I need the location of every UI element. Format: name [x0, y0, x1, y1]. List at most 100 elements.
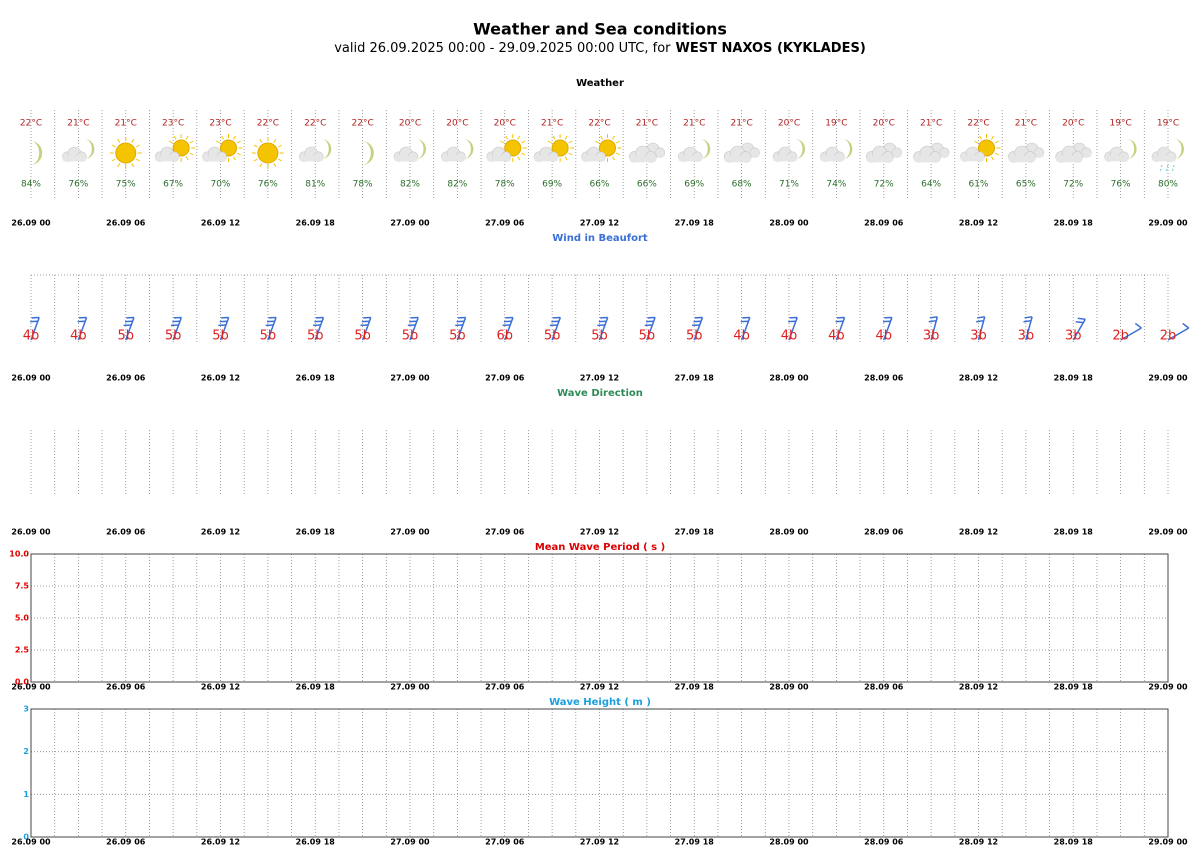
wind-barb [976, 316, 986, 341]
x-tick-label: 29.09 00 [1148, 683, 1188, 692]
barb-feather [976, 319, 984, 323]
humidity-label: 78% [353, 180, 373, 190]
x-tick-label: 28.09 18 [1054, 219, 1094, 228]
wind-barb [360, 316, 372, 341]
sun-ray [521, 152, 526, 156]
wind-label: 5b [686, 329, 703, 344]
barb-feather [1134, 322, 1142, 329]
temperature-label: 20°C [446, 119, 468, 129]
wind-label: 5b [591, 329, 608, 344]
cloud-base [202, 155, 227, 162]
x-tick-label: 27.09 00 [390, 528, 430, 537]
barb-feather [1023, 319, 1032, 323]
wind-barb [644, 316, 656, 341]
temperature-label: 21°C [67, 119, 89, 129]
weather-icon [960, 134, 1001, 162]
x-tick-label: 28.09 06 [864, 838, 904, 847]
sun-ray [189, 140, 194, 144]
barb-staff [504, 317, 514, 341]
barb-feather [977, 316, 985, 319]
weather-icon [202, 134, 243, 162]
moon [700, 139, 711, 159]
x-tick-label: 27.09 18 [675, 528, 715, 537]
y-tick-label: 0 [23, 833, 29, 842]
x-tick-label: 26.09 06 [106, 374, 146, 383]
temperature-label: 22°C [257, 119, 279, 129]
temperature-label: 22°C [304, 119, 326, 129]
wind-label: 5b [354, 329, 371, 344]
wind-label: 4b [70, 329, 87, 344]
humidity-label: 82% [447, 180, 467, 190]
page-title: Weather and Sea conditions [473, 20, 727, 39]
cloud-base [1008, 155, 1036, 163]
temperature-label: 23°C [162, 119, 184, 129]
cloud-base [913, 155, 941, 163]
temperature-label: 21°C [920, 119, 942, 129]
moon [842, 139, 853, 159]
barb-staff [456, 317, 467, 341]
cloud-base [724, 155, 752, 163]
sun-ray [615, 140, 620, 144]
barb-staff [409, 317, 419, 341]
barb-feather [1075, 321, 1084, 324]
temperature-label: 19°C [1157, 119, 1179, 129]
wind-barb [123, 316, 135, 341]
weather-icon [441, 139, 474, 162]
humidity-label: 69% [542, 180, 562, 190]
weather-icon [62, 139, 95, 162]
sun-ray [259, 138, 263, 143]
cloud-base [629, 155, 657, 163]
wind-label: 2b [1160, 329, 1177, 344]
x-tick-label: 28.09 00 [769, 219, 809, 228]
sun-ray [135, 144, 140, 148]
weather-icon [865, 142, 903, 163]
y-tick-label: 7.5 [15, 582, 30, 591]
wind-label: 5b [402, 329, 419, 344]
sun-ray [189, 152, 194, 156]
panel-title: Wave Direction [557, 388, 643, 399]
wind-barb [740, 316, 751, 341]
humidity-label: 76% [68, 180, 88, 190]
humidity-label: 74% [826, 180, 846, 190]
sun-ray [547, 140, 552, 144]
sun-ray [216, 140, 221, 144]
temperature-label: 20°C [399, 119, 421, 129]
x-tick-label: 28.09 12 [959, 838, 998, 847]
wind-label: 5b [117, 329, 134, 344]
x-tick-label: 27.09 12 [580, 374, 619, 383]
sun-ray [505, 135, 509, 140]
weather-icon [251, 137, 284, 169]
temperature-label: 23°C [209, 119, 231, 129]
plot-frame [30, 708, 1169, 838]
moon [1126, 139, 1137, 159]
x-tick-label: 28.09 18 [1054, 838, 1094, 847]
sun-ray [994, 152, 999, 156]
wind-barb [77, 316, 88, 341]
wind-label: 4b [875, 329, 892, 344]
wind-barb [218, 316, 230, 341]
temperature-label: 19°C [825, 119, 847, 129]
humidity-label: 66% [589, 180, 609, 190]
humidity-label: 82% [400, 180, 420, 190]
x-tick-label: 26.09 12 [201, 528, 240, 537]
humidity-label: 65% [1016, 180, 1036, 190]
rain [1165, 164, 1169, 174]
x-tick-label: 27.09 18 [675, 838, 715, 847]
weather-icon [1008, 142, 1045, 163]
weather-icon [677, 139, 711, 162]
barb-feather [928, 319, 937, 323]
wind-barb [788, 316, 798, 341]
x-tick-label: 26.09 00 [11, 838, 51, 847]
sun-ray [521, 140, 526, 144]
temperature-label: 21°C [1015, 119, 1037, 129]
sun-ray [131, 138, 135, 143]
x-tick-label: 28.09 18 [1054, 528, 1094, 537]
sun-ray [221, 135, 224, 140]
wind-barb [597, 316, 609, 341]
plot-frame [30, 553, 1169, 683]
temperature-label: 22°C [352, 119, 374, 129]
humidity-label: 75% [116, 180, 136, 190]
temperature-label: 21°C [115, 119, 137, 129]
humidity-label: 76% [258, 180, 278, 190]
temperature-label: 22°C [967, 119, 989, 129]
